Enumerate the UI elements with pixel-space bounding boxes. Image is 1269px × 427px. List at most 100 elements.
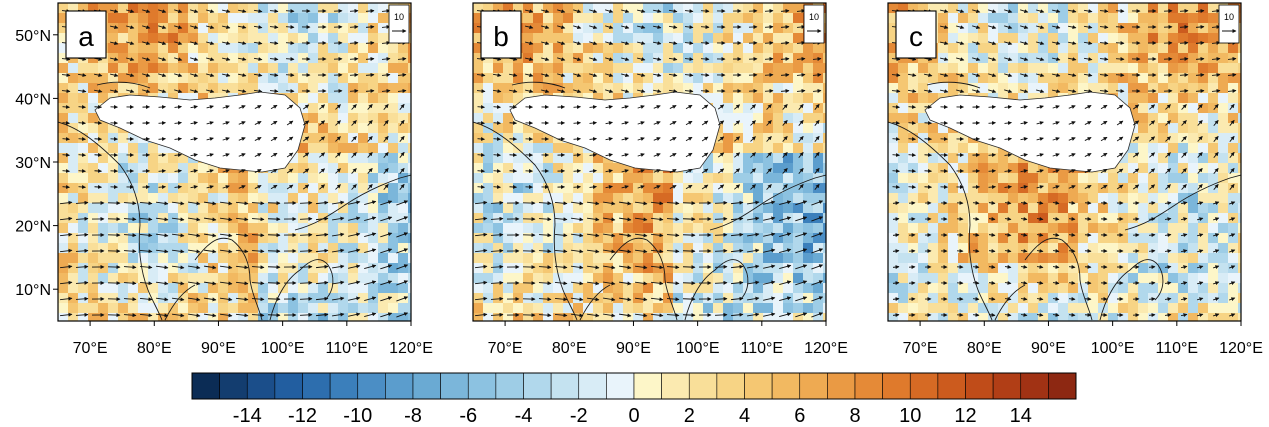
field-cell [1218,253,1229,264]
field-cell [823,183,826,194]
field-cell [338,193,349,204]
wind-vector [972,200,980,205]
field-cell [348,73,359,84]
field-cell [793,103,804,114]
wind-vector [701,152,709,158]
wind-vector [188,297,201,302]
field-cell [653,43,664,54]
field-cell [713,233,724,244]
field-cell [473,83,484,94]
field-cell [643,73,654,84]
field-cell [1188,243,1199,254]
field-cell [228,193,239,204]
wind-vector [701,136,709,142]
wind-vector [618,233,632,238]
field-cell [318,293,329,304]
field-cell [1038,33,1049,44]
field-cell [1068,33,1079,44]
field-cell [378,13,389,24]
field-cell [998,163,1009,174]
field-cell [258,243,269,254]
colorbar-cell [1048,372,1077,400]
field-cell [948,33,959,44]
field-cell [178,73,189,84]
wind-vector [891,73,901,78]
wind-vector [634,217,648,222]
coastline [473,81,826,321]
field-cell [378,243,389,254]
field-cell [1208,303,1219,314]
wind-vector [795,280,808,286]
field-cell [483,233,494,244]
field-cell [998,303,1009,314]
field-cell [1028,3,1039,14]
field-cell [168,183,179,194]
field-cell [1068,233,1079,244]
wind-vector [605,121,613,125]
wind-vector [684,57,694,62]
field-cell [58,273,69,284]
wind-vector [1211,72,1221,77]
wind-vector [554,249,568,254]
field-cell [533,183,544,194]
field-cell [908,223,919,234]
field-cell [633,73,644,84]
field-cell [1038,233,1049,244]
field-cell [978,143,989,154]
field-cell [1198,73,1209,84]
field-cell [368,203,379,214]
field-cell [898,263,909,274]
wind-vector [570,313,584,318]
field-cell [258,193,269,204]
wind-vector [763,248,776,253]
field-cell [653,173,664,184]
field-cell [218,33,229,44]
field-cell [1008,83,1019,94]
field-cell [1198,263,1209,274]
field-cell [958,283,969,294]
field-cell [1108,273,1119,284]
field-cell [358,63,369,74]
field-cell [793,253,804,264]
field-cell [1038,283,1049,294]
field-cell [88,193,99,204]
field-cell [1008,53,1019,64]
field-cell [563,303,574,314]
field-cell [1108,13,1119,24]
field-cell [888,193,899,204]
wind-vector [396,312,409,318]
colorbar-cell [688,372,718,400]
field-cell [898,103,909,114]
field-cell [823,83,826,94]
wind-vector [364,216,377,222]
field-cell [1098,23,1109,34]
field-cell [1028,283,1039,294]
wind-vector [493,137,501,141]
field-cell [938,273,949,284]
wind-vector [541,73,550,78]
wind-vector [270,184,278,190]
field-cell [198,163,209,174]
field-cell [1078,293,1089,304]
wind-vector [302,136,310,142]
field-cell [773,253,784,264]
wind-vector [730,248,744,253]
wind-vector [605,73,614,78]
field-cell [603,73,614,84]
field-cell [278,253,289,264]
field-cell [238,43,249,54]
field-cell [948,133,959,144]
field-cell [248,43,259,54]
field-cell [733,293,744,304]
field-cell [723,113,734,124]
field-cell [1168,293,1179,304]
field-cell [98,143,109,154]
field-cell [1188,153,1199,164]
field-cell [813,233,824,244]
field-cell [1238,253,1241,264]
wind-vector [269,89,279,94]
field-cell [523,253,534,264]
field-cell [278,313,289,321]
wind-vector [940,89,949,94]
wind-vector [348,280,361,285]
